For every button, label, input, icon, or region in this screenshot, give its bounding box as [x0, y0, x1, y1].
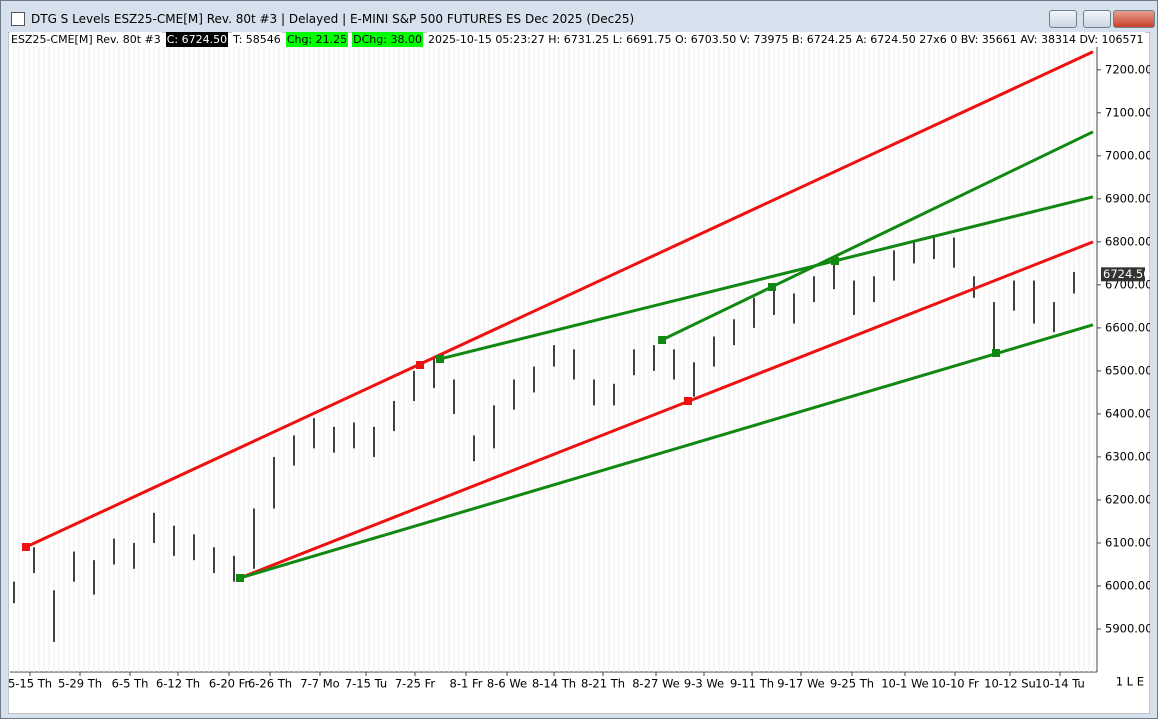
info-field: Chg: 21.25: [285, 32, 349, 47]
y-tick-label: 6600.00: [1105, 320, 1150, 334]
anchor-marker: [22, 543, 30, 551]
x-tick-label: 5-15 Th: [8, 677, 52, 691]
info-field: 2025-10-15 05:23:27 H: 6731.25 L: 6691.7…: [426, 32, 1145, 47]
x-tick-label: 9-17 We: [777, 677, 825, 691]
y-tick-label: 6900.00: [1105, 191, 1150, 205]
y-tick-label: 6200.00: [1105, 492, 1150, 506]
x-tick-label: 6-26 Th: [248, 677, 292, 691]
trend-line: [239, 323, 1094, 580]
anchor-marker: [992, 349, 1000, 357]
info-field: C: 6724.50: [165, 32, 229, 47]
y-tick-label: 7100.00: [1105, 105, 1150, 119]
x-tick-label: 7-15 Tu: [345, 677, 387, 691]
info-field: ESZ25-CME[M] Rev. 80t #3: [10, 32, 162, 47]
y-tick-label: 6400.00: [1105, 406, 1150, 420]
x-tick-label: 6-12 Th: [156, 677, 200, 691]
x-tick-label: 7-7 Mo: [300, 677, 339, 691]
last-price-label: 6724.50: [1103, 267, 1150, 281]
maximize-button[interactable]: [1083, 10, 1111, 28]
last-price-tag: [1101, 267, 1145, 282]
x-tick-label: 5-29 Th: [58, 677, 102, 691]
y-tick-label: 7200.00: [1105, 62, 1150, 76]
x-tick-label: 10-10 Fr: [931, 677, 979, 691]
trend-line: [25, 50, 1094, 549]
anchor-marker: [236, 574, 244, 582]
info-field: DChg: 38.00: [352, 32, 423, 47]
anchor-marker: [658, 336, 666, 344]
window-icon: [11, 12, 25, 26]
x-tick-label: 9-11 Th: [730, 677, 774, 691]
y-tick-label: 5900.00: [1105, 621, 1150, 635]
x-tick-label: 8-6 We: [487, 677, 527, 691]
x-tick-label: 9-3 We: [684, 677, 724, 691]
x-tick-label: 8-14 Th: [532, 677, 576, 691]
info-bar: ESZ25-CME[M] Rev. 80t #3 C: 6724.50 T: 585…: [10, 32, 1145, 47]
anchor-marker: [436, 355, 444, 363]
anchor-marker: [684, 397, 692, 405]
close-button[interactable]: [1113, 10, 1155, 28]
y-tick-label: 6000.00: [1105, 578, 1150, 592]
y-tick-label: 6800.00: [1105, 234, 1150, 248]
trend-line: [439, 195, 1094, 361]
info-field: T: 58546: [232, 32, 282, 47]
x-tick-label: 7-25 Fr: [395, 677, 436, 691]
x-tick-label: 8-1 Fr: [450, 677, 483, 691]
minimize-button[interactable]: [1049, 10, 1077, 28]
x-tick-label: 8-21 Th: [581, 677, 625, 691]
x-tick-label: 8-27 We: [632, 677, 680, 691]
window-title: DTG S Levels ESZ25-CME[M] Rev. 80t #3 | …: [31, 12, 635, 26]
anchor-marker: [768, 283, 776, 291]
y-tick-label: 7000.00: [1105, 148, 1150, 162]
x-tick-label: 6-5 Th: [112, 677, 149, 691]
anchor-marker: [416, 361, 424, 369]
y-tick-label: 6100.00: [1105, 535, 1150, 549]
status-text: 1 L E: [1116, 675, 1144, 689]
x-tick-label: 6-20 Fr: [209, 677, 250, 691]
y-tick-label: 6500.00: [1105, 363, 1150, 377]
chart: 1 L E 5900.00 6000.00 6100.00 6200.00 6300.0…: [8, 32, 1150, 714]
x-tick-label: 10-14 Tu: [1035, 677, 1085, 691]
trend-line: [661, 130, 1094, 342]
y-tick-label: 6300.00: [1105, 449, 1150, 463]
trend-line: [239, 240, 1094, 580]
x-tick-label: 9-25 Th: [830, 677, 874, 691]
anchor-marker: [831, 257, 839, 265]
x-tick-label: 10-12 Su: [984, 677, 1036, 691]
x-tick-label: 10-1 We: [881, 677, 929, 691]
